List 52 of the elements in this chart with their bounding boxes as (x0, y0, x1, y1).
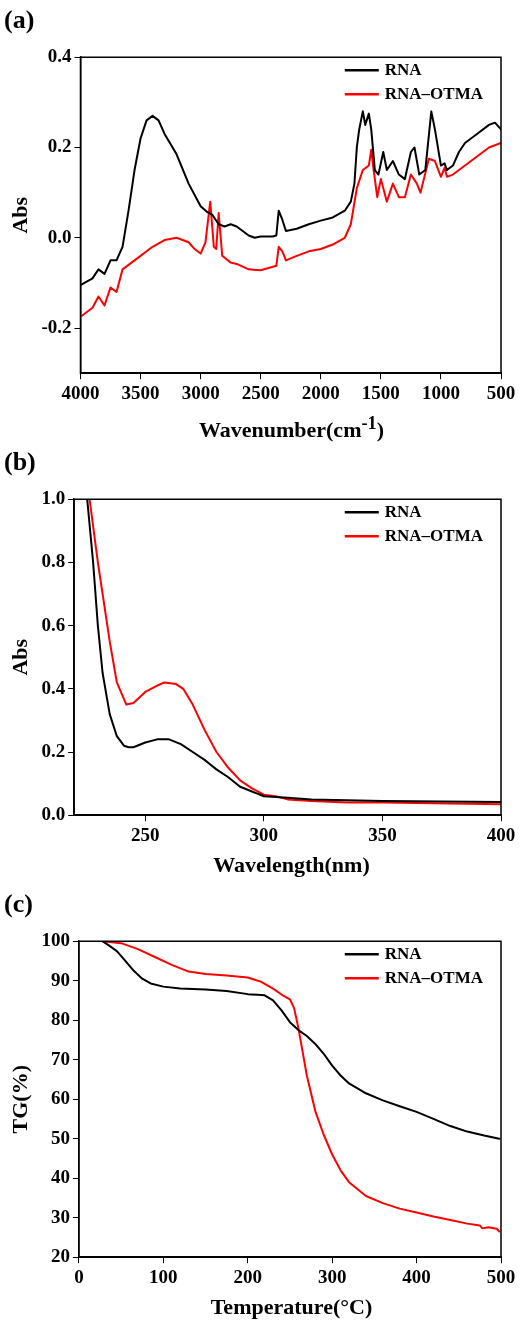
y-tick-label: 40 (50, 1166, 70, 1188)
x-tick-label: 300 (249, 823, 279, 845)
y-axis-title: Abs (6, 638, 32, 676)
y-tick-label: 90 (50, 968, 70, 990)
y-tick-label: 0.4 (41, 676, 66, 698)
y-tick-label: 70 (50, 1047, 70, 1069)
x-tick-label: 1500 (361, 381, 400, 403)
chart-title: (c) (4, 889, 33, 919)
legend-label: RNA–OTMA (384, 525, 484, 545)
y-axis-title: Abs (6, 196, 32, 234)
x-axis-title: Temperature(°C) (209, 1293, 374, 1321)
y-tick-label: 80 (50, 1008, 70, 1030)
x-axis-title: Wavelength(nm) (212, 851, 371, 879)
chart-title: (a) (4, 5, 35, 35)
x-tick-label: 200 (233, 1265, 262, 1287)
y-tick-label: 50 (50, 1126, 70, 1148)
y-tick-label: 0.6 (41, 613, 66, 635)
x-tick-label: 300 (317, 1265, 347, 1287)
x-tick-label: 3500 (121, 381, 160, 403)
y-tick-label: 0.2 (41, 739, 66, 761)
y-axis-title: TG(%) (6, 1064, 32, 1134)
y-tick-label: 20 (50, 1245, 70, 1267)
legend-label: RNA–OTMA (384, 83, 484, 103)
x-tick-label: 1000 (421, 381, 460, 403)
x-axis-title: Wavenumber(cm$^{-1}$) (197, 412, 386, 443)
y-tick-label: 0.4 (47, 45, 72, 67)
chart-title: (b) (4, 447, 36, 477)
x-tick-label: 500 (486, 1265, 516, 1287)
x-tick-label: 100 (149, 1265, 178, 1287)
y-tick-label: 0.8 (41, 550, 66, 572)
x-tick-label: 500 (486, 381, 516, 403)
y-tick-label: 30 (50, 1205, 70, 1227)
y-tick-label: 1.0 (41, 487, 66, 509)
y-tick-label: 0.0 (41, 803, 66, 825)
x-tick-label: 400 (486, 823, 516, 845)
y-tick-label: 60 (50, 1087, 70, 1109)
y-tick-label: 0.0 (47, 225, 72, 247)
x-tick-label: 2500 (241, 381, 280, 403)
legend-label: RNA (384, 59, 423, 79)
y-tick-label: -0.2 (41, 315, 72, 337)
y-tick-label: 0.2 (47, 135, 72, 157)
x-tick-label: 400 (402, 1265, 431, 1287)
legend-label: RNA–OTMA (384, 967, 484, 987)
x-tick-label: 350 (368, 823, 397, 845)
legend-label: RNA (384, 501, 423, 521)
x-tick-label: 250 (131, 823, 160, 845)
x-tick-label: 2000 (301, 381, 340, 403)
x-tick-label: 4000 (61, 381, 100, 403)
legend-label: RNA (384, 943, 423, 963)
y-tick-label: 100 (41, 929, 70, 951)
x-tick-label: 3000 (181, 381, 220, 403)
x-tick-label: 0 (74, 1265, 84, 1287)
